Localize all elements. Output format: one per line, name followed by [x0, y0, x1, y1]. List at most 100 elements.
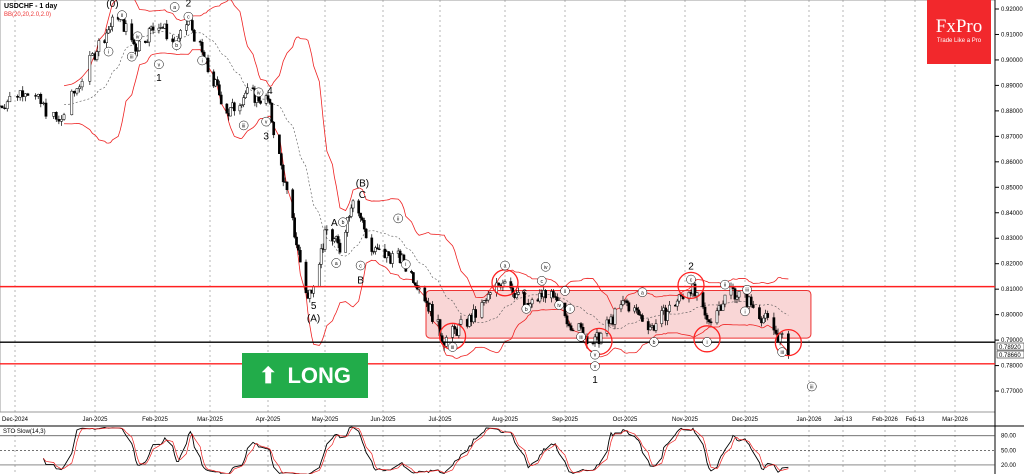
candle-body	[109, 26, 112, 31]
candle-body	[552, 291, 555, 298]
wave-label: b	[653, 340, 656, 346]
candle-body	[431, 304, 434, 322]
candle-body	[333, 238, 336, 242]
wave-label-group: iii	[127, 51, 137, 62]
candle-body	[778, 333, 782, 343]
wave-label: i	[108, 50, 109, 56]
wave-label-group: c	[355, 260, 366, 271]
candle-body	[377, 248, 381, 250]
wave-label: 4	[267, 86, 273, 97]
wave-label: c	[541, 279, 544, 285]
candle-body	[517, 292, 520, 295]
candle-body	[370, 237, 374, 252]
wave-label: a	[504, 264, 507, 270]
wave-label: i	[405, 262, 406, 268]
wave-label-circle	[742, 284, 752, 295]
y-tick-label: 0.91000	[1001, 32, 1023, 38]
y-tick-label: 0.89000	[1001, 83, 1023, 89]
wave-label-group: 3	[263, 132, 269, 143]
candle-body	[749, 296, 753, 306]
x-tick-label: Jan-2025	[82, 417, 108, 423]
candle-body	[707, 319, 711, 323]
candle-body	[272, 121, 276, 136]
wave-label-circle	[171, 40, 182, 50]
wave-label-circle	[331, 258, 341, 268]
candle-body	[538, 292, 542, 302]
wave-label-circle	[401, 259, 411, 269]
wave-label-group: iii	[777, 347, 787, 357]
candle-body	[78, 86, 81, 89]
candle-body	[515, 294, 518, 298]
candle-body	[780, 333, 784, 335]
wave-label-group: i	[197, 55, 207, 66]
candle-body	[480, 302, 484, 318]
x-tick-label: Apr-2025	[256, 417, 281, 423]
wave-label-group: ii	[393, 213, 403, 224]
candle-body	[733, 288, 737, 300]
wave-label-circle	[183, 11, 194, 22]
candle-body	[279, 153, 283, 166]
y-tick-label: 0.82000	[1001, 262, 1023, 268]
candle-body	[425, 300, 429, 304]
candle-body	[735, 296, 739, 300]
candle-body	[80, 81, 84, 88]
wave-label-circle	[565, 304, 575, 314]
wave-label-group: 4	[267, 86, 273, 97]
wave-label-circle	[132, 31, 143, 42]
candle-body	[52, 112, 56, 117]
oscillator-level-label: 50.00	[1001, 448, 1017, 454]
candle-body	[132, 39, 136, 44]
candle-body	[349, 207, 353, 217]
candle-body	[593, 336, 597, 344]
candle-body	[285, 181, 289, 190]
wave-label-circle	[154, 59, 164, 70]
x-tick-label: Mar-2026	[942, 417, 968, 423]
candle-body	[242, 97, 246, 106]
candle-body	[695, 292, 699, 297]
candle-body	[293, 217, 296, 238]
candle-body	[351, 200, 355, 209]
candle-body	[703, 306, 707, 316]
candle-body	[5, 101, 9, 109]
candle-body	[111, 16, 114, 27]
candle-body	[613, 308, 617, 325]
wave-label-group: (A)	[307, 314, 320, 325]
x-tick-label: Nov-2025	[672, 417, 699, 423]
candle-body	[251, 87, 255, 90]
candle-body	[107, 29, 110, 34]
wave-label: a	[335, 261, 338, 267]
candle-body	[323, 229, 327, 250]
candle-body	[62, 114, 66, 120]
candle-body	[715, 310, 719, 324]
candle-body	[134, 43, 137, 52]
candle-body	[567, 323, 571, 326]
candle-body	[88, 55, 92, 82]
candle-body	[198, 41, 202, 43]
wave-label-group: a	[331, 258, 341, 268]
wave-label-group: 5	[311, 301, 317, 312]
wave-label-group: iii	[447, 342, 458, 352]
y-tick-label: 0.85000	[1001, 185, 1023, 191]
candle-body	[270, 102, 274, 123]
candle-body	[423, 287, 427, 302]
wave-label: 2	[688, 262, 694, 273]
wave-label: iii	[780, 350, 783, 356]
candle-body	[766, 313, 770, 318]
candle-body	[232, 102, 236, 112]
wave-label-group: i	[702, 337, 712, 347]
candle-body	[105, 32, 108, 43]
candle-body	[625, 300, 629, 303]
wave-label-circle	[127, 51, 137, 62]
candle-body	[503, 281, 507, 284]
wave-label-group: i	[565, 304, 575, 314]
candle-body	[497, 282, 501, 286]
wave-label-group: b	[649, 337, 659, 347]
wave-label-group: a	[500, 260, 510, 271]
wave-label-circle	[261, 116, 271, 127]
candle-body	[762, 317, 765, 324]
y-tick-label: 0.77000	[1001, 389, 1023, 395]
arrow-up-icon: ⬆	[259, 362, 278, 388]
wave-label-group: iv	[554, 300, 564, 310]
wave-label-group: ii	[117, 10, 127, 20]
wave-label-group: B	[357, 276, 364, 287]
